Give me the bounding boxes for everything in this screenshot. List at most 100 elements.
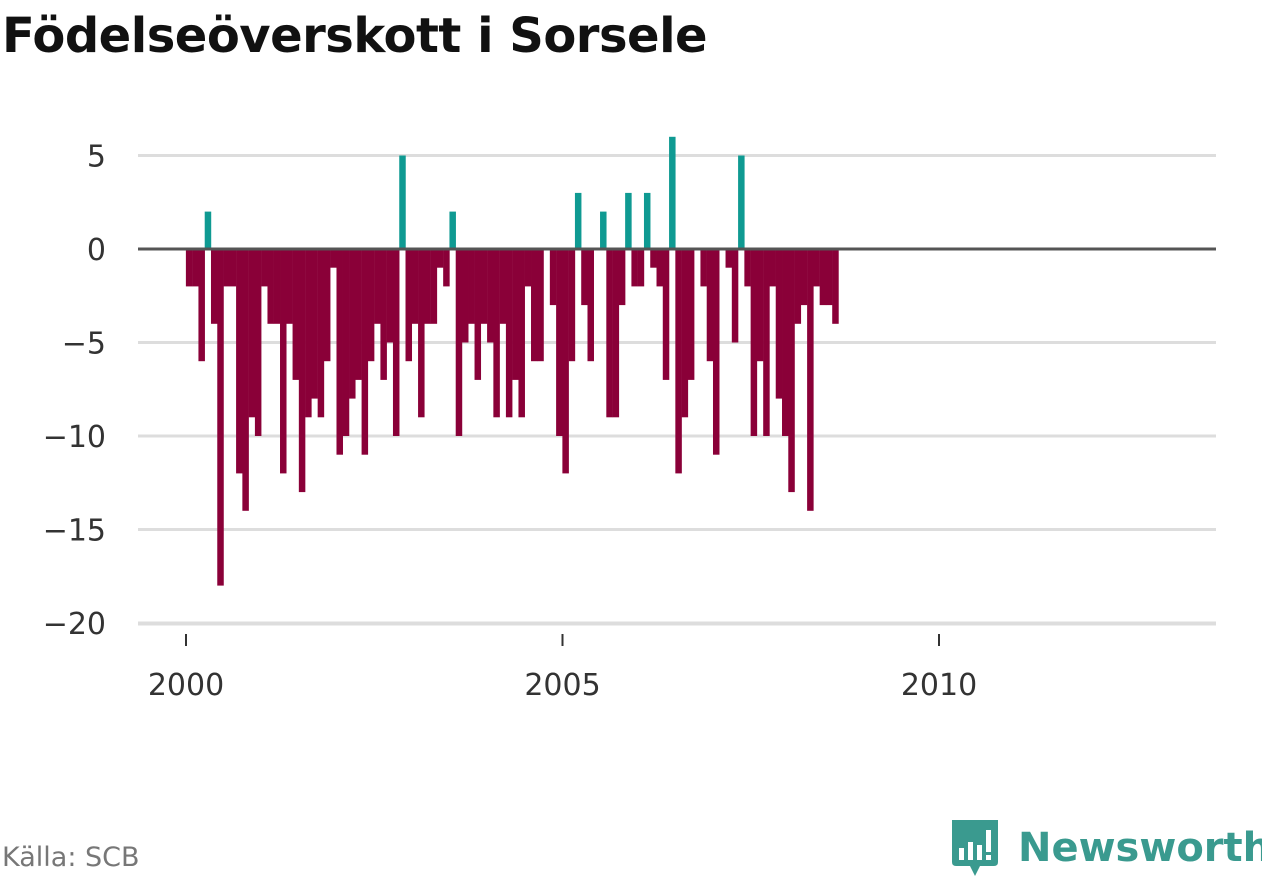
bar xyxy=(261,249,268,287)
bar xyxy=(223,249,231,287)
brand-name: Newsworthy xyxy=(1018,825,1262,871)
x-tick-label: 2010 xyxy=(901,668,977,703)
bar xyxy=(637,249,645,287)
x-tick-label: 2000 xyxy=(148,668,224,703)
bar xyxy=(405,249,413,362)
bar xyxy=(292,249,300,380)
bar xyxy=(349,249,356,399)
bar xyxy=(254,249,262,436)
y-tick-label: −15 xyxy=(43,514,106,549)
bar xyxy=(662,249,670,380)
bar xyxy=(392,249,400,436)
bar xyxy=(612,249,620,418)
bar xyxy=(305,249,312,418)
bar xyxy=(424,249,431,324)
bar xyxy=(217,249,224,586)
bar xyxy=(606,249,613,418)
bar xyxy=(681,249,689,418)
bar xyxy=(800,249,808,306)
bar xyxy=(725,249,733,268)
bar xyxy=(361,249,369,455)
bar xyxy=(643,192,651,249)
bar xyxy=(650,249,657,268)
bar xyxy=(788,249,795,493)
bar xyxy=(537,249,544,362)
bar xyxy=(461,249,469,343)
y-tick-label: −20 xyxy=(43,607,106,642)
bar xyxy=(518,249,525,418)
bar xyxy=(198,249,205,362)
source-label: Källa: SCB xyxy=(2,842,140,873)
bar xyxy=(562,249,569,474)
bar xyxy=(587,249,594,362)
bar xyxy=(763,249,770,436)
x-tick-label: 2005 xyxy=(524,668,600,703)
bar xyxy=(549,249,557,306)
bar xyxy=(769,249,776,287)
bar xyxy=(480,249,488,324)
bar xyxy=(731,249,739,343)
bar xyxy=(248,249,256,418)
bar xyxy=(581,249,588,306)
bar xyxy=(411,249,419,324)
bar xyxy=(499,249,507,324)
bar xyxy=(568,249,576,362)
bar xyxy=(474,249,482,380)
bar xyxy=(342,249,350,436)
bar xyxy=(286,249,293,324)
bar xyxy=(436,249,444,268)
bar xyxy=(330,249,337,268)
bar xyxy=(556,249,563,436)
bar xyxy=(618,249,626,306)
y-tick-label: 0 xyxy=(87,233,106,268)
y-axis-ticks: 5 0 −5 −10 −15 −20 xyxy=(43,140,106,643)
bar xyxy=(317,249,325,418)
brand-logo[interactable]: Newsworthy xyxy=(950,818,1262,878)
bar xyxy=(236,249,243,474)
bar xyxy=(687,249,695,380)
bar xyxy=(323,249,331,362)
bar xyxy=(273,249,281,324)
bar xyxy=(756,249,764,362)
bar xyxy=(204,211,212,249)
bar xyxy=(775,249,783,399)
bar xyxy=(280,249,287,474)
bar xyxy=(355,249,362,380)
bar xyxy=(210,249,218,324)
bar xyxy=(185,249,193,287)
bar xyxy=(656,249,664,287)
bar xyxy=(505,249,513,418)
bar xyxy=(418,249,425,418)
bar xyxy=(443,249,450,287)
chart-title: Födelseöverskott i Sorsele xyxy=(2,8,708,64)
bar xyxy=(744,249,751,287)
bar xyxy=(574,192,582,249)
bar xyxy=(631,249,638,287)
y-tick-label: −5 xyxy=(62,327,106,362)
bar xyxy=(807,249,814,511)
bar xyxy=(267,249,274,324)
bar xyxy=(455,249,463,436)
bar xyxy=(706,249,714,362)
bar xyxy=(794,249,802,324)
bar xyxy=(380,249,387,380)
bar xyxy=(487,249,494,343)
bar xyxy=(712,249,720,455)
bar xyxy=(367,249,375,362)
bar xyxy=(700,249,707,287)
bar xyxy=(229,249,237,287)
bar xyxy=(386,249,394,343)
bar xyxy=(819,249,827,306)
bar xyxy=(242,249,249,511)
bar xyxy=(449,211,456,249)
bar xyxy=(192,249,199,287)
newsworthy-logo-icon xyxy=(952,820,998,876)
bar xyxy=(782,249,789,436)
bar xyxy=(512,249,519,380)
bar xyxy=(738,155,745,249)
bar xyxy=(298,249,306,493)
bar xyxy=(675,249,682,474)
bar xyxy=(493,249,500,418)
bar xyxy=(832,249,839,324)
